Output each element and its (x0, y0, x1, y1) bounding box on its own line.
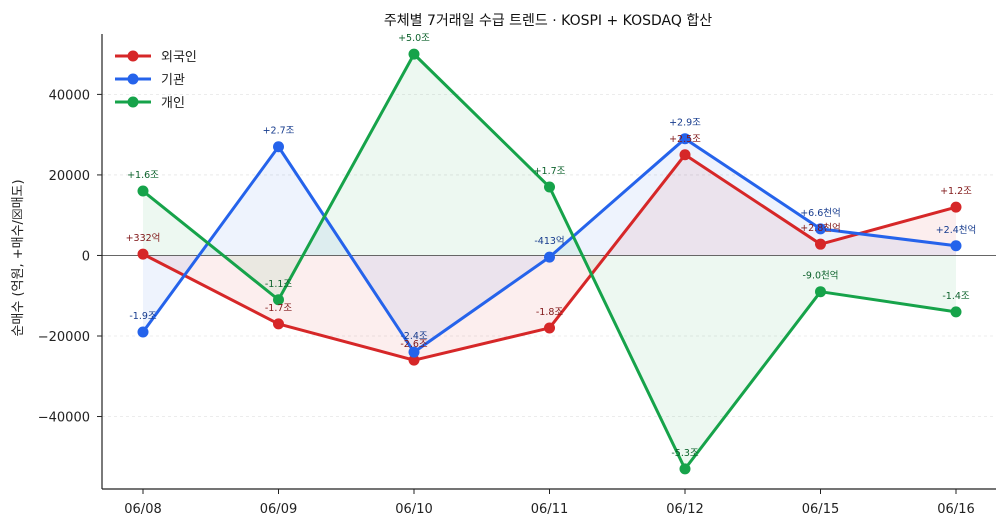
data-label: -1.1조 (265, 279, 293, 290)
data-label: -1.7조 (265, 303, 293, 314)
data-label: +2.7조 (263, 126, 295, 137)
legend-label: 기관 (161, 73, 185, 88)
data-label: -2.4조 (400, 331, 428, 342)
data-point (950, 201, 962, 213)
data-label: -1.9조 (129, 311, 157, 322)
data-label: +2.8천억 (800, 222, 841, 234)
legend-label: 개인 (161, 96, 185, 111)
y-tick-label: 0 (82, 249, 90, 264)
data-label: +2.4천억 (936, 224, 977, 236)
y-tick-label: 40000 (49, 88, 90, 103)
data-points (137, 48, 962, 475)
data-label: -1.4조 (942, 291, 970, 302)
data-label: +1.2조 (940, 186, 972, 197)
series-area (143, 54, 956, 469)
data-label: -1.8조 (536, 307, 564, 318)
x-tick-label: 06/12 (666, 502, 703, 517)
y-tick-label: 20000 (49, 169, 90, 184)
legend-label: 외국인 (161, 50, 197, 65)
x-tick-label: 06/09 (260, 502, 297, 517)
data-point (679, 463, 691, 475)
data-point (950, 240, 962, 252)
data-point (137, 248, 149, 260)
data-point (408, 346, 420, 358)
data-label: +5.0조 (398, 33, 430, 44)
data-point (950, 306, 962, 318)
x-tick-label: 06/16 (937, 502, 974, 517)
y-axis-label: 순매수 (억원, +매수/☒매도) (11, 179, 26, 336)
data-point (408, 354, 420, 366)
x-tick-label: 06/11 (531, 502, 568, 517)
y-tick-label: −40000 (38, 411, 90, 426)
data-label: -9.0천억 (802, 270, 838, 282)
legend-marker (127, 50, 139, 62)
x-tick-label: 06/08 (124, 502, 161, 517)
data-point (815, 223, 826, 235)
x-tick-label: 06/15 (802, 502, 839, 517)
data-label: +1.7조 (534, 166, 566, 177)
data-point (544, 181, 555, 193)
data-point (679, 149, 691, 161)
data-point (815, 238, 826, 250)
data-label: -413억 (534, 235, 564, 247)
data-label: +2.9조 (669, 118, 701, 129)
grid-lines (102, 93, 996, 417)
data-point (544, 322, 555, 334)
data-point (273, 141, 284, 153)
series-area (143, 138, 956, 353)
data-point (408, 48, 420, 60)
chart-title: 주체별 7거래일 수급 트렌드 · KOSPI + KOSDAQ 합산 (384, 13, 712, 29)
data-point (137, 326, 149, 338)
legend-marker (127, 73, 139, 85)
x-tick-label: 06/10 (395, 502, 432, 517)
data-point (137, 185, 149, 197)
data-point (544, 251, 555, 263)
data-point (273, 318, 284, 330)
y-tick-label: −20000 (38, 330, 90, 345)
data-label: -2.6조 (400, 339, 428, 350)
legend-marker (127, 96, 139, 108)
data-label: +332억 (126, 232, 161, 244)
data-label: -5.3조 (671, 448, 699, 459)
axes: −40000 −20000 0 20000 40000 06/08 06/09 06/10 06… (38, 34, 996, 517)
data-label: +2.5조 (669, 134, 701, 145)
data-point (815, 286, 826, 298)
data-labels: +332억 -1.7조 -2.6조 -1.8조 +2.5조 +2.8천억 +1.2조 -1.9… (126, 33, 977, 459)
data-label: +1.6조 (127, 170, 159, 181)
data-point (273, 294, 284, 306)
data-point (679, 133, 691, 145)
data-label: +6.6천억 (800, 207, 841, 219)
